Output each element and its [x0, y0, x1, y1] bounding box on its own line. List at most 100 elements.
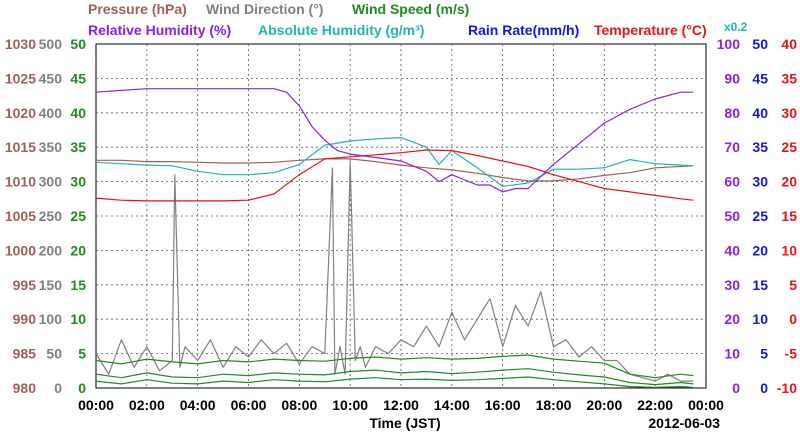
y-tick-label: 400: [39, 105, 63, 121]
y-tick-label: 500: [39, 36, 63, 52]
legend-item: Wind Speed (m/s): [352, 1, 469, 17]
y-tick-label: 250: [39, 208, 63, 224]
series-line: [95, 368, 694, 386]
y-tick-label: 10: [724, 346, 740, 362]
y-tick-label: 50: [724, 208, 740, 224]
y-tick-label: 20: [70, 242, 86, 258]
x-tick-label: 12:00: [383, 397, 419, 413]
y-tick-label: 1030: [5, 36, 36, 52]
y-tick-label: 25: [781, 139, 797, 155]
y-tick-label: 450: [39, 70, 63, 86]
legend-item: Absolute Humidity (g/m³): [258, 22, 424, 38]
y-tick-label: 30: [70, 174, 86, 190]
y-tick-label: 1020: [5, 105, 36, 121]
y-tick-label: 25: [752, 208, 768, 224]
x-tick-label: 18:00: [536, 397, 572, 413]
y-tick-label: 15: [781, 208, 797, 224]
y-tick-label: 80: [724, 105, 740, 121]
y-tick-label: 0: [732, 380, 740, 396]
y-tick-label: 90: [724, 70, 740, 86]
x-tick-label: 04:00: [180, 397, 216, 413]
x-tick-label: 16:00: [485, 397, 521, 413]
y-tick-label: 990: [13, 311, 37, 327]
y-tick-label: 20: [724, 311, 740, 327]
series-line: [95, 137, 694, 187]
series-line: [95, 160, 694, 382]
plot-area: [95, 88, 694, 388]
y-tick-label: 150: [39, 277, 63, 293]
y-tick-label: 200: [39, 242, 63, 258]
y-tick-label: 40: [70, 105, 86, 121]
y-tick-label: 1005: [5, 208, 36, 224]
y-tick-label: 35: [70, 139, 86, 155]
legend-item: Pressure (hPa): [88, 1, 187, 17]
series-line: [95, 149, 694, 202]
y-tick-label: 20: [752, 242, 768, 258]
y-tick-label: 350: [39, 139, 63, 155]
y-tick-label: 15: [752, 277, 768, 293]
legend-multiplier: x0.2: [724, 20, 748, 34]
y-tick-label: 10: [781, 242, 797, 258]
y-tick-label: 35: [752, 139, 768, 155]
y-tick-label: 30: [752, 174, 768, 190]
legend-item: Rain Rate(mm/h): [468, 22, 579, 38]
legend-item: Relative Humidity (%): [88, 22, 231, 38]
y-tick-label: 50: [70, 36, 86, 52]
y-tick-label: 1000: [5, 242, 36, 258]
y-tick-label: 40: [724, 242, 740, 258]
y-tick-label: 50: [752, 36, 768, 52]
series-line: [95, 354, 694, 379]
y-tick-label: 45: [752, 70, 768, 86]
y-tick-label: -10: [777, 380, 797, 396]
legend-item: Wind Direction (°): [206, 1, 323, 17]
y-tick-label: 0: [760, 380, 768, 396]
y-tick-label: 25: [70, 208, 86, 224]
y-tick-label: 10: [70, 311, 86, 327]
y-tick-label: 985: [13, 346, 37, 362]
x-tick-label: 20:00: [586, 397, 622, 413]
x-axis-title: Time (JST): [369, 415, 440, 431]
x-tick-label: 02:00: [129, 397, 165, 413]
y-tick-label: 0: [78, 380, 86, 396]
series-line: [96, 158, 694, 182]
right-axes: 1009080706050403020100504540353025201510…: [717, 36, 798, 396]
y-tick-label: 0: [54, 380, 62, 396]
y-tick-label: 1025: [5, 70, 36, 86]
y-tick-label: 30: [724, 277, 740, 293]
y-tick-label: 5: [760, 346, 768, 362]
series-line: [95, 88, 694, 193]
y-tick-label: 45: [70, 70, 86, 86]
y-tick-label: 980: [13, 380, 37, 396]
date-label: 2012-06-03: [648, 415, 720, 431]
y-tick-label: 100: [39, 311, 63, 327]
y-tick-label: 1010: [5, 174, 36, 190]
x-tick-label: 06:00: [231, 397, 267, 413]
y-tick-label: 1015: [5, 139, 36, 155]
y-tick-label: 35: [781, 70, 797, 86]
y-tick-label: 100: [717, 36, 741, 52]
y-tick-label: 10: [752, 311, 768, 327]
series-line: [95, 376, 694, 388]
y-tick-label: -5: [785, 346, 798, 362]
x-tick-label: 00:00: [78, 397, 114, 413]
y-tick-label: 300: [39, 174, 63, 190]
x-tick-label: 00:00: [688, 397, 724, 413]
y-tick-label: 995: [13, 277, 37, 293]
x-tick-label: 08:00: [281, 397, 317, 413]
x-tick-label: 14:00: [434, 397, 470, 413]
grid: [95, 43, 707, 389]
y-tick-label: 5: [78, 346, 86, 362]
x-axis: 00:00 02:00 04:00 06:00 08:00 10:00 12:00 14:00…: [78, 397, 724, 431]
y-tick-label: 70: [724, 139, 740, 155]
x-tick-label: 10:00: [332, 397, 368, 413]
y-tick-label: 20: [781, 174, 797, 190]
legend: Pressure (hPa) Wind Direction (°) Wind Spe…: [88, 1, 748, 38]
y-tick-label: 60: [724, 174, 740, 190]
y-tick-label: 40: [781, 36, 797, 52]
y-tick-label: 30: [781, 105, 797, 121]
x-tick-label: 22:00: [637, 397, 673, 413]
y-tick-label: 40: [752, 105, 768, 121]
y-tick-label: 50: [46, 346, 62, 362]
y-tick-label: 15: [70, 277, 86, 293]
